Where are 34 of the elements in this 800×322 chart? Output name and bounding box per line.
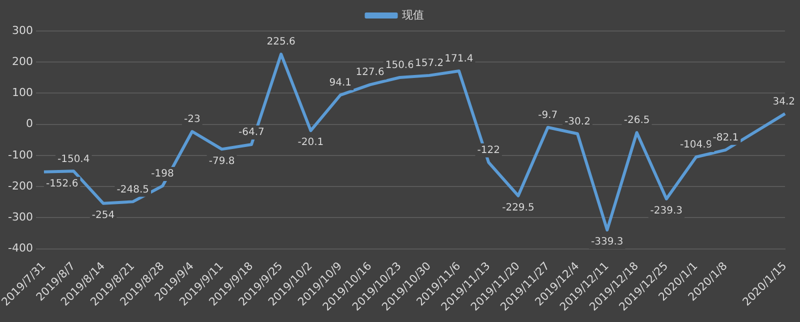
data-label: 94.1 <box>329 78 352 89</box>
data-label: -23 <box>184 114 200 126</box>
data-label: 127.6 <box>356 67 384 78</box>
data-label: -9.7 <box>538 110 558 121</box>
data-label: 150.6 <box>385 60 414 72</box>
data-label: -64.7 <box>238 127 264 138</box>
y-tick-label: -100 <box>8 148 33 162</box>
data-label: -339.3 <box>591 236 624 248</box>
data-label: -26.5 <box>624 115 650 126</box>
data-label: -79.8 <box>208 156 235 167</box>
data-label: 157.2 <box>414 58 444 70</box>
y-tick-label: -400 <box>8 242 33 255</box>
data-label: -248.5 <box>116 184 150 196</box>
y-tick-label: 0 <box>26 117 33 130</box>
legend-label: 现值 <box>402 8 424 22</box>
data-label: 34.2 <box>772 96 795 108</box>
data-label: -20.1 <box>298 137 324 148</box>
data-label: -239.3 <box>650 205 683 216</box>
y-tick-label: -300 <box>8 210 33 224</box>
data-label: -198 <box>151 168 174 180</box>
data-label: -104.9 <box>680 140 712 151</box>
y-tick-label: 200 <box>12 54 33 68</box>
data-label: -82.1 <box>712 132 739 144</box>
data-label: -30.2 <box>564 116 590 128</box>
data-label: -150.4 <box>57 154 90 165</box>
data-label: 171.4 <box>444 54 474 65</box>
data-label: -229.5 <box>502 202 534 214</box>
y-tick-label: 100 <box>12 86 33 100</box>
y-tick-label: 300 <box>12 24 33 37</box>
data-label: -152.6 <box>46 178 78 190</box>
y-tick-label: -200 <box>8 179 33 192</box>
data-label: 225.6 <box>266 36 296 48</box>
data-label: -122 <box>477 144 500 156</box>
data-label: -254 <box>92 210 115 221</box>
